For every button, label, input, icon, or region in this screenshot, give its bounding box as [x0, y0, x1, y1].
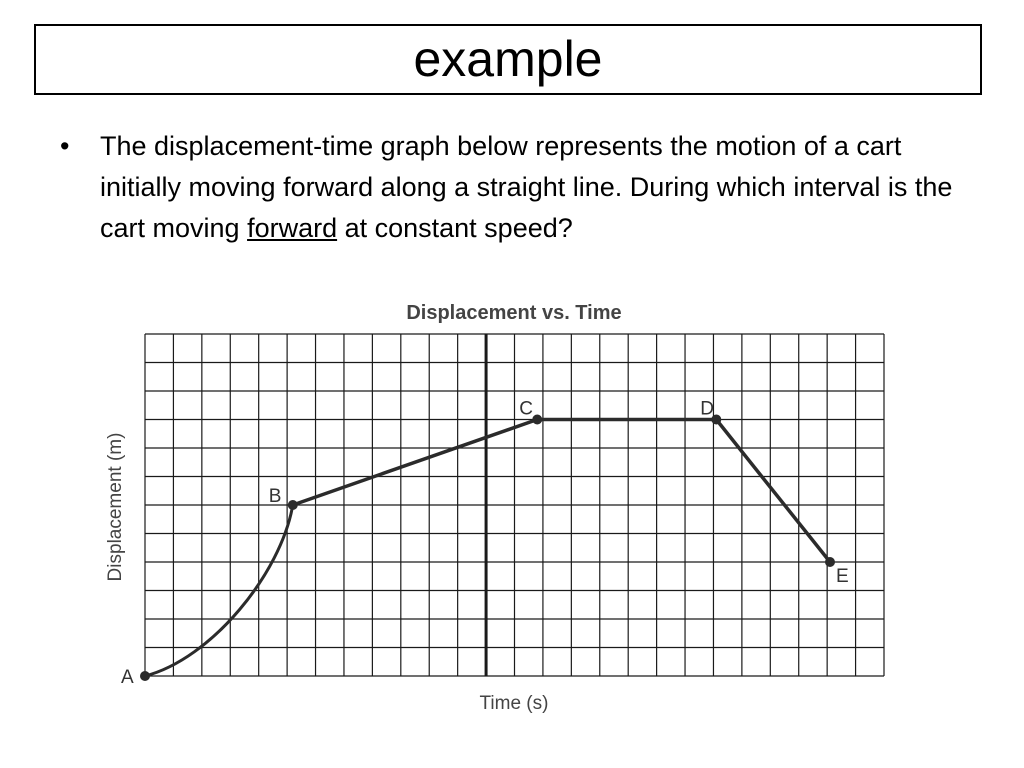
x-axis-label: Time (s) — [480, 693, 549, 714]
point-label-a: A — [121, 667, 134, 688]
question-text: The displacement-time graph below repres… — [100, 126, 980, 249]
chart-points: A B C D E — [121, 399, 849, 689]
segment-b-c — [292, 417, 538, 507]
slide-title-box: example — [34, 24, 982, 95]
point-label-b: B — [269, 486, 282, 507]
point-b — [287, 500, 298, 510]
question-text-end: at constant speed? — [337, 213, 573, 243]
chart-grid — [144, 333, 885, 677]
point-label-e: E — [836, 566, 849, 587]
chart-segments — [292, 417, 832, 564]
point-label-d: D — [700, 399, 714, 420]
underlined-word: forward — [247, 213, 338, 243]
bullet-marker: • — [60, 131, 70, 161]
y-axis-label: Displacement (m) — [105, 433, 126, 582]
point-c — [532, 414, 543, 425]
chart-title: Displacement vs. Time — [406, 302, 621, 324]
point-d — [711, 414, 722, 425]
displacement-time-chart: Displacement vs. Time A B C D E Time (s) Dis… — [105, 302, 885, 714]
segment-d-e — [714, 418, 832, 564]
segment-a-b — [144, 504, 295, 678]
point-e — [824, 557, 835, 567]
slide-title: example — [413, 31, 603, 87]
question-text-start: The displacement-time graph below repres… — [100, 131, 953, 243]
point-label-c: C — [519, 399, 533, 420]
point-a — [140, 671, 150, 681]
